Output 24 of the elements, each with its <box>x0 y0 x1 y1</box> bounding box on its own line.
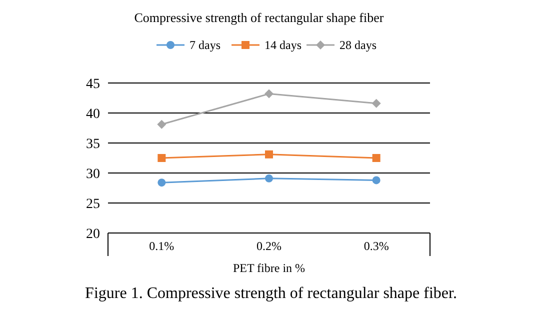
point <box>372 98 381 108</box>
point <box>372 176 380 184</box>
x-axis-title: PET fibre in % <box>232 261 306 275</box>
point <box>158 178 166 187</box>
point <box>372 154 380 162</box>
legend-label: 7 days <box>190 38 221 52</box>
caption: Figure 1. Compressive strength of rectangular shape fiber. <box>85 285 457 302</box>
y-tick-label: 25 <box>86 196 100 212</box>
x-tick-label: 0.1% <box>149 239 174 253</box>
point <box>157 120 166 129</box>
x-tick-label: 0.3% <box>364 239 389 253</box>
point <box>158 154 166 162</box>
y-tick-label: 40 <box>86 106 100 122</box>
legend-label: 14 days <box>264 38 302 52</box>
y-tick-label: 20 <box>86 226 100 242</box>
x-tick-label: 0.2% <box>256 239 282 253</box>
point <box>264 89 274 98</box>
legend-label: 28 days <box>340 38 377 52</box>
y-tick-label: 30 <box>86 166 100 182</box>
chart-title: Compressive strength of rectangular shape fiber <box>134 10 384 25</box>
y-tick-label: 45 <box>86 76 100 92</box>
y-tick-label: 35 <box>86 136 100 152</box>
point <box>265 174 273 182</box>
point <box>265 150 273 158</box>
